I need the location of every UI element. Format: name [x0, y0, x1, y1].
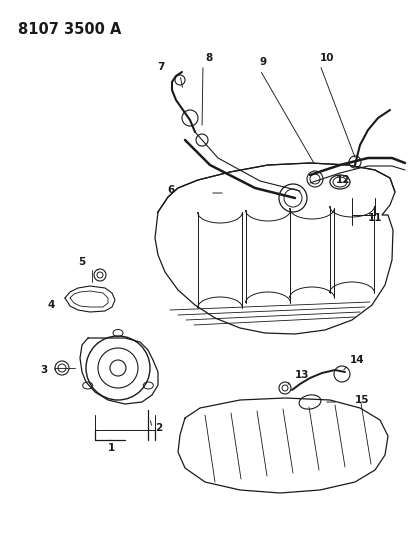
Text: 5: 5 — [78, 257, 85, 267]
Text: 7: 7 — [157, 62, 164, 72]
Text: 4: 4 — [47, 300, 55, 310]
Text: 9: 9 — [259, 57, 267, 67]
Text: 2: 2 — [155, 423, 162, 433]
Text: 1: 1 — [108, 443, 115, 453]
Text: 12: 12 — [335, 175, 349, 185]
Text: 15: 15 — [354, 395, 369, 405]
Text: 6: 6 — [167, 185, 175, 195]
Text: 14: 14 — [349, 355, 364, 365]
Text: 10: 10 — [319, 53, 334, 63]
Text: 13: 13 — [294, 370, 309, 380]
Text: 11: 11 — [367, 213, 382, 223]
Text: 8107 3500 A: 8107 3500 A — [18, 22, 121, 37]
Text: 3: 3 — [40, 365, 48, 375]
Text: 8: 8 — [204, 53, 212, 63]
